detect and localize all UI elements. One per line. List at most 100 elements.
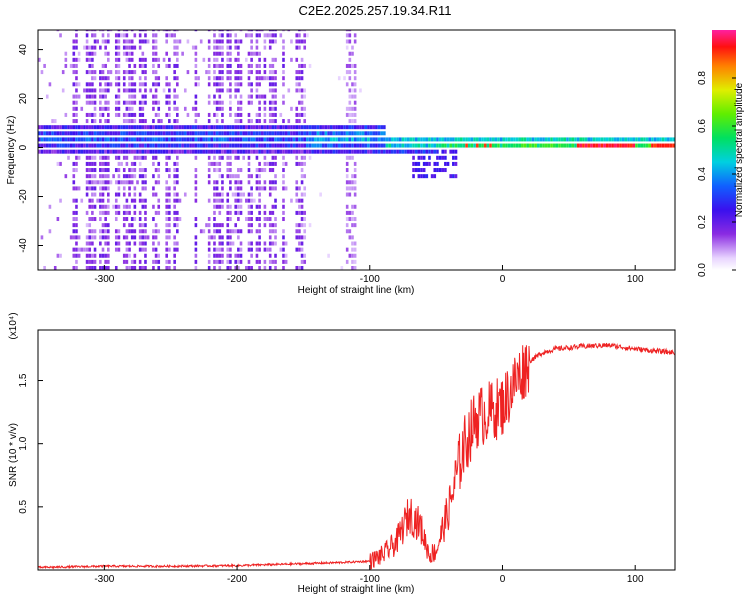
heatmap-cell: [207, 241, 211, 246]
heatmap-cell: [165, 76, 168, 81]
heatmap-cell: [282, 186, 285, 191]
heatmap-cell: [446, 161, 450, 166]
heatmap-cell: [295, 112, 299, 117]
heatmap-cell: [271, 57, 275, 62]
heatmap-cell: [306, 137, 309, 142]
heatmap-cell: [237, 235, 240, 240]
heatmap-cell: [154, 229, 158, 234]
heatmap-cell: [547, 137, 551, 142]
heatmap-cell: [237, 198, 240, 203]
heatmap-cell: [359, 131, 362, 136]
heatmap-cell: [229, 63, 232, 68]
heatmap-cell: [263, 161, 267, 166]
heatmap-cell: [157, 174, 161, 179]
heatmap-cell: [372, 125, 376, 130]
heatmap-cell: [107, 192, 110, 197]
heatmap-cell: [152, 51, 155, 56]
heatmap-cell: [263, 45, 267, 50]
heatmap-cell: [120, 143, 123, 148]
heatmap-cell: [268, 241, 272, 246]
heatmap-cell: [239, 253, 243, 258]
heatmap-cell: [353, 204, 357, 209]
heatmap-cell: [146, 235, 150, 240]
heatmap-cell: [351, 253, 354, 258]
heatmap-cell: [420, 149, 423, 154]
heatmap-cell: [428, 137, 431, 142]
heatmap-cell: [128, 70, 131, 75]
heatmap-cell: [207, 30, 211, 32]
heatmap-cell: [191, 125, 195, 130]
heatmap-cell: [274, 241, 277, 246]
heatmap-cell: [165, 235, 168, 240]
heatmap-cell: [207, 76, 211, 81]
heatmap-cell: [117, 235, 121, 240]
heatmap-cell: [372, 149, 376, 154]
heatmap-cell: [321, 143, 325, 148]
heatmap-cell: [138, 192, 142, 197]
heatmap-cell: [75, 217, 78, 222]
heatmap-cell: [364, 125, 368, 130]
spectrogram-x-tick-label: -300: [94, 274, 114, 285]
heatmap-cell: [91, 137, 94, 142]
snr-panel: -300 -200 -100 0 100 0.51.01.5 Height of str…: [8, 312, 676, 595]
heatmap-cell: [274, 39, 277, 44]
heatmap-cell: [452, 137, 455, 142]
heatmap-cell: [266, 76, 269, 81]
heatmap-cell: [239, 241, 243, 246]
heatmap-cell: [420, 155, 423, 160]
heatmap-cell: [629, 137, 633, 142]
heatmap-cell: [383, 131, 386, 136]
heatmap-cell: [231, 137, 235, 142]
heatmap-cell: [247, 33, 251, 38]
heatmap-cell: [237, 63, 240, 68]
heatmap-cell: [258, 247, 261, 252]
heatmap-cell: [263, 186, 267, 191]
heatmap-cell: [107, 241, 110, 246]
heatmap-cell: [194, 149, 198, 154]
snr-plot-area: [38, 342, 675, 570]
heatmap-cell: [348, 76, 352, 81]
heatmap-cell: [271, 76, 275, 81]
heatmap-cell: [173, 94, 176, 99]
heatmap-cell: [239, 229, 243, 234]
heatmap-cell: [351, 155, 354, 160]
heatmap-cell: [141, 39, 145, 44]
heatmap-cell: [268, 143, 272, 148]
heatmap-cell: [165, 204, 168, 209]
heatmap-cell: [221, 70, 224, 75]
heatmap-cell: [77, 186, 81, 191]
heatmap-cell: [117, 51, 121, 56]
heatmap-cell: [340, 149, 344, 154]
heatmap-cell: [202, 143, 206, 148]
heatmap-cell: [417, 168, 421, 173]
heatmap-cell: [104, 168, 107, 173]
heatmap-cell: [239, 247, 243, 252]
heatmap-cell: [53, 125, 57, 130]
heatmap-cell: [194, 51, 198, 56]
heatmap-cell: [422, 155, 426, 160]
heatmap-cell: [595, 137, 598, 142]
heatmap-cell: [91, 76, 94, 81]
heatmap-cell: [93, 76, 97, 81]
heatmap-cell: [75, 161, 78, 166]
heatmap-cell: [428, 149, 431, 154]
heatmap-cell: [258, 57, 261, 62]
heatmap-cell: [45, 143, 49, 148]
heatmap-cell: [93, 217, 97, 222]
heatmap-cell: [237, 76, 240, 81]
heatmap-cell: [237, 180, 240, 185]
heatmap-cell: [436, 143, 439, 148]
heatmap-cell: [186, 112, 190, 117]
heatmap-cell: [91, 210, 94, 215]
heatmap-cell: [173, 106, 176, 111]
heatmap-cell: [91, 204, 94, 209]
heatmap-cell: [271, 125, 275, 130]
heatmap-cell: [215, 112, 219, 117]
heatmap-cell: [348, 70, 352, 75]
heatmap-cell: [91, 229, 94, 234]
heatmap-cell: [245, 131, 248, 136]
heatmap-cell: [245, 125, 248, 130]
heatmap-cell: [258, 94, 261, 99]
heatmap-cell: [250, 143, 253, 148]
heatmap-cell: [75, 155, 78, 160]
